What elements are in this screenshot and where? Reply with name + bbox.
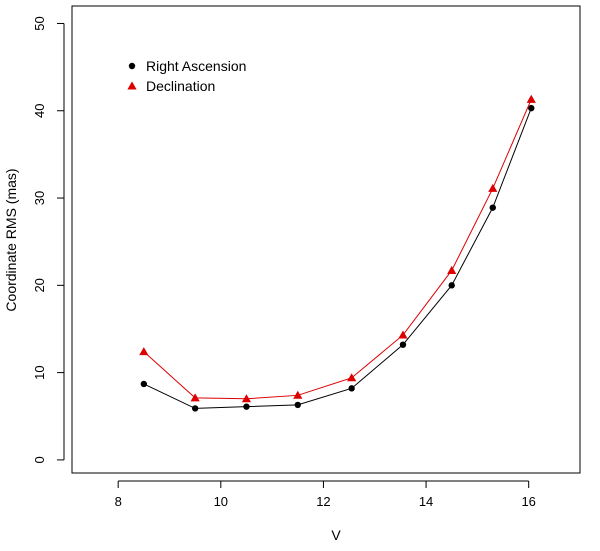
- x-tick-label: 14: [419, 494, 433, 509]
- data-point: [241, 394, 252, 403]
- data-point: [294, 401, 301, 409]
- data-point: [526, 94, 536, 103]
- x-axis-label: V: [331, 527, 341, 543]
- y-tick-label: 10: [32, 365, 47, 379]
- data-point: [447, 265, 457, 274]
- data-point: [398, 330, 408, 339]
- legend-label: Right Ascension: [146, 58, 246, 74]
- x-tick-label: 10: [214, 494, 228, 509]
- legend-label: Declination: [146, 78, 215, 94]
- legend-box: [118, 46, 262, 98]
- data-point: [399, 341, 407, 348]
- data-point: [448, 282, 455, 289]
- data-point: [348, 385, 355, 392]
- data-point: [140, 380, 148, 388]
- legend: Right Ascension Declination: [118, 46, 262, 98]
- data-point: [139, 347, 149, 356]
- data-point: [528, 104, 535, 112]
- y-tick-label: 20: [32, 278, 47, 292]
- data-point: [488, 183, 498, 192]
- legend-marker: [128, 62, 136, 70]
- x-tick-label: 12: [316, 494, 330, 509]
- series-right-ascension: [140, 104, 535, 412]
- legend-marker: [127, 81, 137, 90]
- data-point: [243, 403, 250, 410]
- series-layer: [139, 94, 536, 412]
- plot-frame: [71, 5, 581, 474]
- data-point: [347, 373, 357, 382]
- data-point: [293, 390, 303, 399]
- y-tick-label: 50: [32, 16, 47, 30]
- y-axis: 0 10 20 30 40 50: [32, 16, 65, 464]
- series-line: [143, 107, 532, 409]
- y-tick-label: 40: [32, 104, 47, 118]
- data-point: [191, 405, 199, 412]
- x-axis: 8 10 12 14 16: [115, 480, 536, 509]
- y-tick-label: 0: [32, 456, 47, 463]
- data-point: [190, 393, 200, 402]
- x-tick-label: 16: [521, 494, 535, 509]
- y-axis-label: Coordinate RMS (mas): [3, 168, 19, 311]
- series-declination: [139, 94, 536, 403]
- series-line: [143, 99, 532, 400]
- data-point: [489, 204, 496, 211]
- y-tick-label: 30: [32, 191, 47, 205]
- x-tick-label: 8: [115, 494, 122, 509]
